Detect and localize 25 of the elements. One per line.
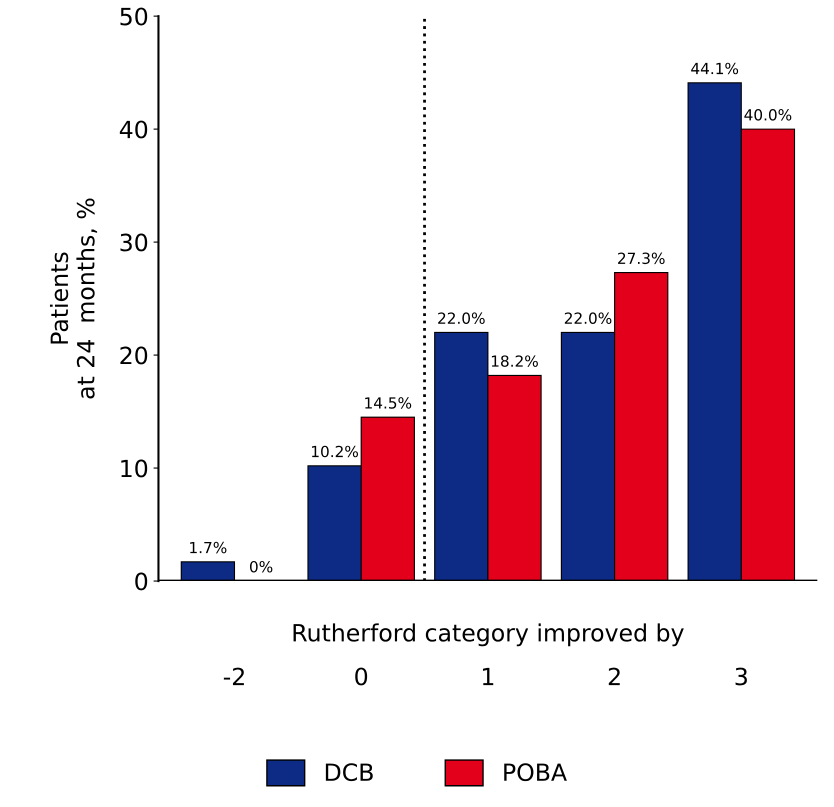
legend-label: DCB <box>326 763 373 782</box>
y-tick-label: 20 <box>120 346 148 364</box>
y-tick-label: 0 <box>135 572 148 590</box>
data-label: 18.2% <box>492 355 538 367</box>
data-label: 22.0% <box>438 312 485 324</box>
y-tick-label: 30 <box>120 234 148 252</box>
data-label: 10.2% <box>312 446 358 458</box>
x-tick-label: -2 <box>224 668 244 686</box>
y-axis-title: Patients at 24 months, % <box>50 198 98 398</box>
x-tick-label: 1 <box>482 668 494 686</box>
data-label: 1.7% <box>190 542 226 554</box>
data-label: 22.0% <box>564 312 612 324</box>
y-tick-label: 10 <box>121 460 148 478</box>
data-label: 40.0% <box>744 109 792 121</box>
x-axis-title: Rutherford category improved by <box>294 623 684 646</box>
x-tick-label: 2 <box>608 668 620 686</box>
data-label: 27.3% <box>618 252 665 264</box>
data-label: 14.5% <box>365 397 412 409</box>
data-label: 44.1% <box>691 62 738 74</box>
y-tick-label: 50 <box>120 8 148 26</box>
x-tick-label: 0 <box>355 668 368 686</box>
x-tick-label: 3 <box>736 668 747 686</box>
data-label: 0% <box>250 560 272 573</box>
legend-label: POBA <box>504 763 567 782</box>
y-tick-label: 40 <box>120 120 148 138</box>
